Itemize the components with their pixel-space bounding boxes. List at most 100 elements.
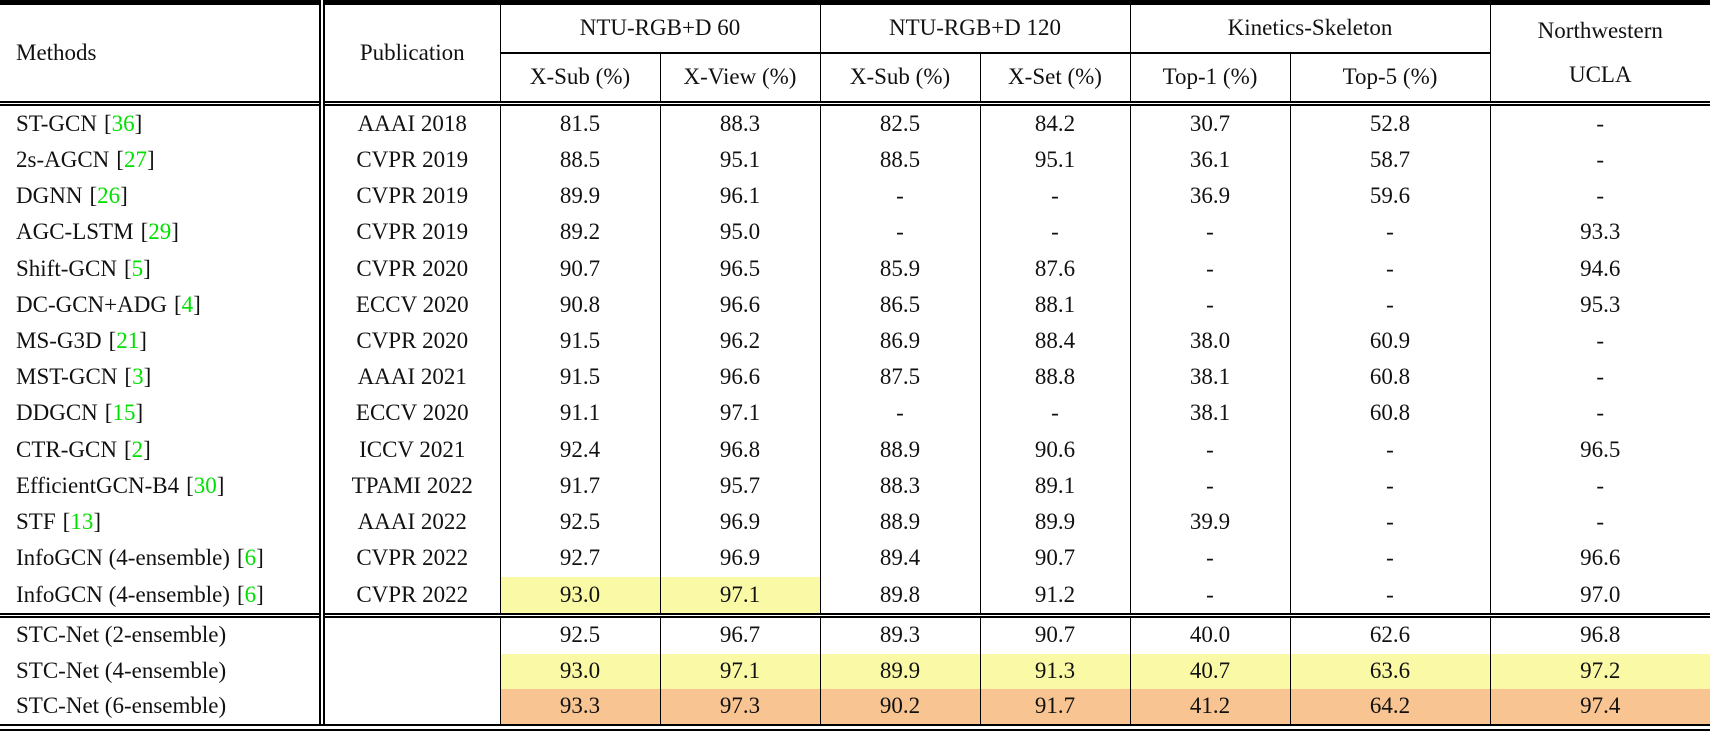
value-cell: 96.5 bbox=[1489, 431, 1710, 469]
method-cell: AGC-LSTM [29] bbox=[0, 215, 322, 251]
value-cell: 96.9 bbox=[659, 504, 820, 541]
value-cell: 40.7 bbox=[1129, 653, 1290, 689]
citation-number[interactable]: 3 bbox=[132, 364, 144, 390]
col-header-ntu60-xsub: X-Sub (%) bbox=[499, 53, 660, 106]
value-cell: - bbox=[1129, 287, 1290, 324]
value-cell: 30.7 bbox=[1129, 103, 1290, 143]
value-cell: - bbox=[819, 395, 980, 432]
value-cell: 41.2 bbox=[1129, 688, 1290, 728]
citation-number[interactable]: 36 bbox=[111, 110, 135, 136]
citation-bracket: [ bbox=[89, 183, 98, 209]
method-name: AGC-LSTM bbox=[16, 219, 134, 245]
table-row: EfficientGCN-B4 [30] TPAMI 2022 91.7 95.7 88.… bbox=[0, 468, 1710, 505]
value-cell: 95.7 bbox=[659, 468, 820, 505]
citation-link[interactable]: [13] bbox=[63, 509, 101, 534]
citation-number[interactable]: 26 bbox=[97, 183, 121, 209]
citation-number[interactable]: 6 bbox=[244, 581, 257, 607]
value-cell: - bbox=[1289, 287, 1491, 324]
table-row: 2s-AGCN [27] CVPR 2019 88.5 95.1 88.5 95.1 36.1… bbox=[0, 142, 1710, 179]
value-cell: 88.3 bbox=[819, 468, 980, 505]
citation-link[interactable]: [26] bbox=[89, 183, 127, 208]
publication-header: Publication bbox=[319, 2, 500, 106]
value-cell: 84.2 bbox=[979, 103, 1130, 143]
publication-cell: CVPR 2022 bbox=[319, 540, 500, 577]
citation-bracket: ] bbox=[216, 472, 225, 498]
citation-link[interactable]: [6] bbox=[237, 582, 264, 607]
citation-number[interactable]: 27 bbox=[123, 147, 147, 173]
value-cell: - bbox=[1289, 504, 1491, 541]
citation-bracket: [ bbox=[108, 328, 117, 354]
value-cell: 91.1 bbox=[499, 395, 660, 432]
citation-link[interactable]: [15] bbox=[105, 400, 143, 425]
value-cell: 89.4 bbox=[819, 540, 980, 577]
citation-number[interactable]: 5 bbox=[131, 255, 144, 281]
method-cell: STC-Net (4-ensemble) bbox=[0, 654, 322, 689]
citation-bracket: [ bbox=[123, 255, 132, 281]
citation-number[interactable]: 29 bbox=[148, 219, 172, 245]
value-cell: 58.7 bbox=[1289, 142, 1491, 179]
citation-bracket: [ bbox=[62, 509, 71, 535]
method-name: 2s-AGCN bbox=[16, 147, 110, 173]
value-cell: - bbox=[1289, 214, 1491, 251]
ucla-label: UCLA bbox=[1568, 62, 1632, 87]
citation-link[interactable]: [36] bbox=[104, 111, 142, 136]
sub-header-row: X-Sub (%) X-View (%) X-Sub (%) X-Set (%)… bbox=[0, 53, 1710, 106]
table-row: DGNN [26] CVPR 2019 89.9 96.1- -36.9 59.6- bbox=[0, 178, 1710, 215]
citation-number[interactable]: 21 bbox=[116, 328, 140, 354]
col-header-kinetics-top5: Top-5 (%) bbox=[1289, 53, 1491, 106]
value-cell: 60.8 bbox=[1289, 359, 1491, 396]
value-cell: 90.7 bbox=[499, 250, 660, 288]
citation-number[interactable]: 30 bbox=[193, 472, 217, 498]
method-name: MST-GCN bbox=[16, 364, 118, 390]
value-cell: - bbox=[819, 178, 980, 215]
value-cell: 38.1 bbox=[1129, 359, 1290, 396]
value-cell: - bbox=[1289, 468, 1491, 505]
citation-bracket: ] bbox=[143, 364, 152, 390]
method-cell: EfficientGCN-B4 [30] bbox=[0, 468, 322, 504]
value-cell: 95.0 bbox=[659, 214, 820, 251]
value-cell: - bbox=[1489, 359, 1710, 396]
citation-number[interactable]: 6 bbox=[244, 545, 257, 571]
col-header-ntu60-xview: X-View (%) bbox=[659, 53, 820, 106]
value-cell: 81.5 bbox=[499, 103, 660, 143]
citation-link[interactable]: [3] bbox=[124, 364, 151, 389]
citation-number[interactable]: 13 bbox=[70, 509, 94, 535]
citation-number[interactable]: 4 bbox=[181, 291, 194, 317]
citation-bracket: ] bbox=[256, 545, 264, 571]
publication-cell: CVPR 2019 bbox=[319, 214, 500, 251]
value-cell: 87.5 bbox=[819, 359, 980, 396]
value-cell: 91.3 bbox=[979, 653, 1130, 689]
value-cell: 91.7 bbox=[979, 688, 1130, 728]
method-name: DDGCN bbox=[16, 400, 98, 426]
citation-link[interactable]: [21] bbox=[109, 328, 147, 353]
publication-cell bbox=[319, 613, 500, 654]
citation-link[interactable]: [5] bbox=[124, 256, 151, 281]
value-cell: 92.7 bbox=[499, 540, 660, 577]
value-cell: 40.0 bbox=[1129, 613, 1290, 654]
citation-link[interactable]: [27] bbox=[116, 147, 154, 172]
citation-link[interactable]: [2] bbox=[124, 437, 151, 462]
value-cell: 91.2 bbox=[979, 576, 1130, 616]
citation-link[interactable]: [6] bbox=[237, 545, 264, 570]
citation-number[interactable]: 2 bbox=[131, 436, 144, 462]
publication-cell: CVPR 2019 bbox=[319, 142, 500, 179]
value-cell: 88.5 bbox=[819, 142, 980, 179]
value-cell: 89.1 bbox=[979, 468, 1130, 505]
value-cell: 96.6 bbox=[659, 359, 820, 396]
citation-bracket: [ bbox=[236, 581, 245, 607]
citation-link[interactable]: [30] bbox=[186, 473, 224, 498]
value-cell: 90.7 bbox=[979, 613, 1130, 654]
citation-link[interactable]: [4] bbox=[174, 292, 201, 317]
method-name: EfficientGCN-B4 bbox=[16, 472, 180, 498]
citation-link[interactable]: [29] bbox=[141, 219, 179, 244]
publication-cell: CVPR 2022 bbox=[319, 576, 500, 616]
col-header-ntu120-xsub: X-Sub (%) bbox=[819, 53, 980, 106]
value-cell: 88.1 bbox=[979, 287, 1130, 324]
value-cell: 95.1 bbox=[979, 142, 1130, 179]
citation-number[interactable]: 15 bbox=[112, 400, 136, 426]
value-cell: - bbox=[1129, 250, 1290, 288]
value-cell: 91.5 bbox=[499, 323, 660, 360]
value-cell: 93.3 bbox=[499, 688, 660, 728]
value-cell: 96.5 bbox=[659, 250, 820, 288]
group-header-ntu60: NTU-RGB+D 60 bbox=[499, 2, 820, 54]
